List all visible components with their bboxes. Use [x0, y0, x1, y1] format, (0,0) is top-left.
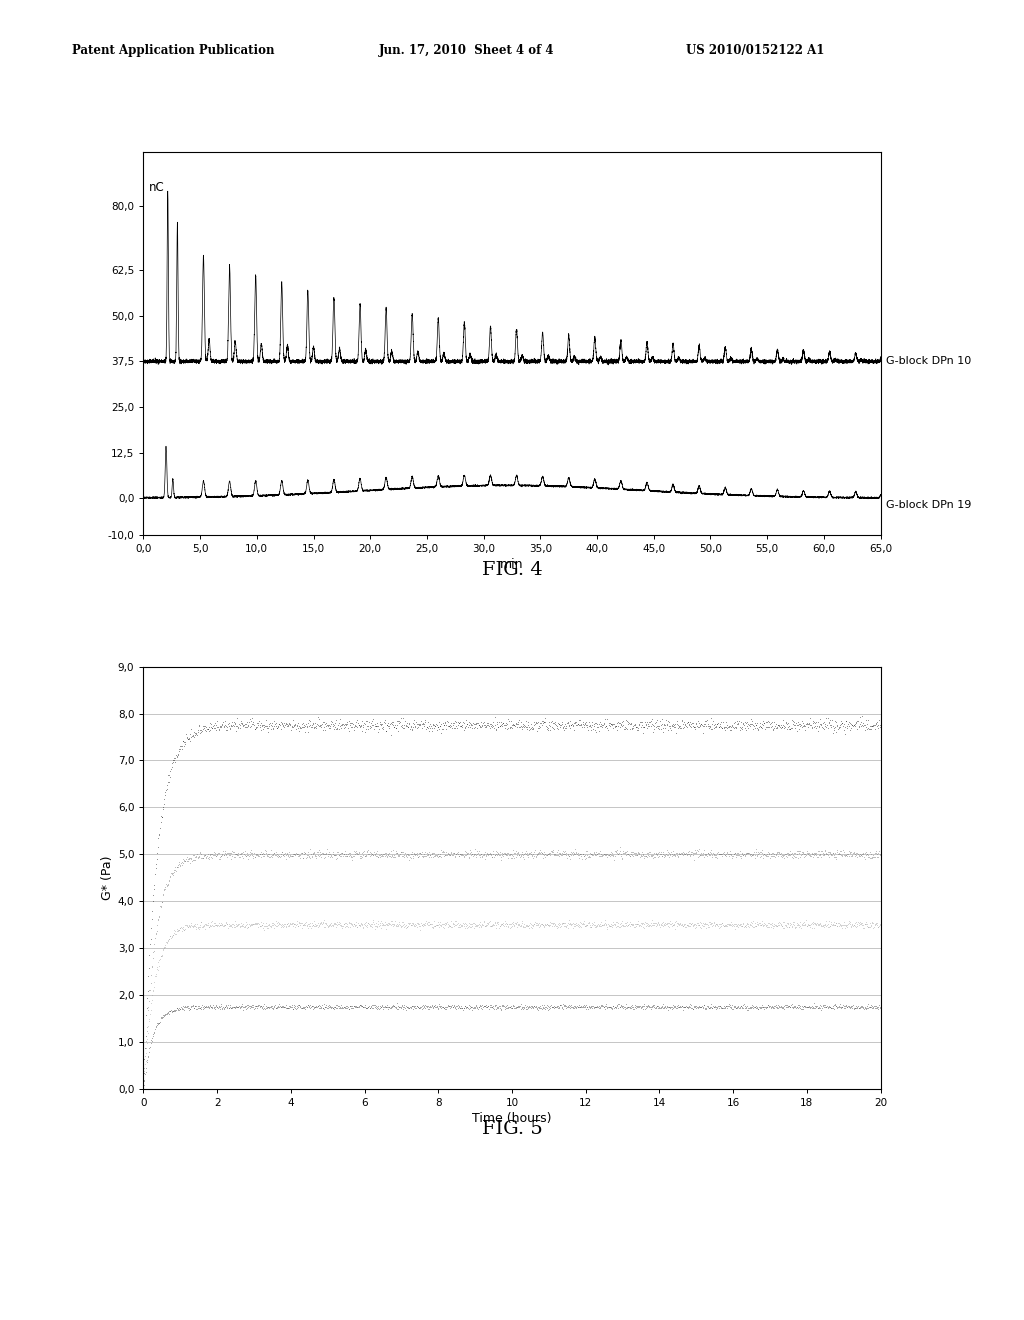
Text: FIG. 4: FIG. 4: [481, 561, 543, 579]
X-axis label: Time (hours): Time (hours): [472, 1113, 552, 1125]
Text: nC: nC: [150, 181, 165, 194]
Text: FIG. 5: FIG. 5: [481, 1119, 543, 1138]
Y-axis label: G* (Pa): G* (Pa): [100, 855, 114, 900]
X-axis label: min: min: [501, 558, 523, 570]
Text: G-block DPn 10: G-block DPn 10: [887, 356, 972, 367]
Text: G-block DPn 19: G-block DPn 19: [887, 500, 972, 511]
Text: Jun. 17, 2010  Sheet 4 of 4: Jun. 17, 2010 Sheet 4 of 4: [379, 44, 554, 57]
Text: US 2010/0152122 A1: US 2010/0152122 A1: [686, 44, 824, 57]
Text: Patent Application Publication: Patent Application Publication: [72, 44, 274, 57]
